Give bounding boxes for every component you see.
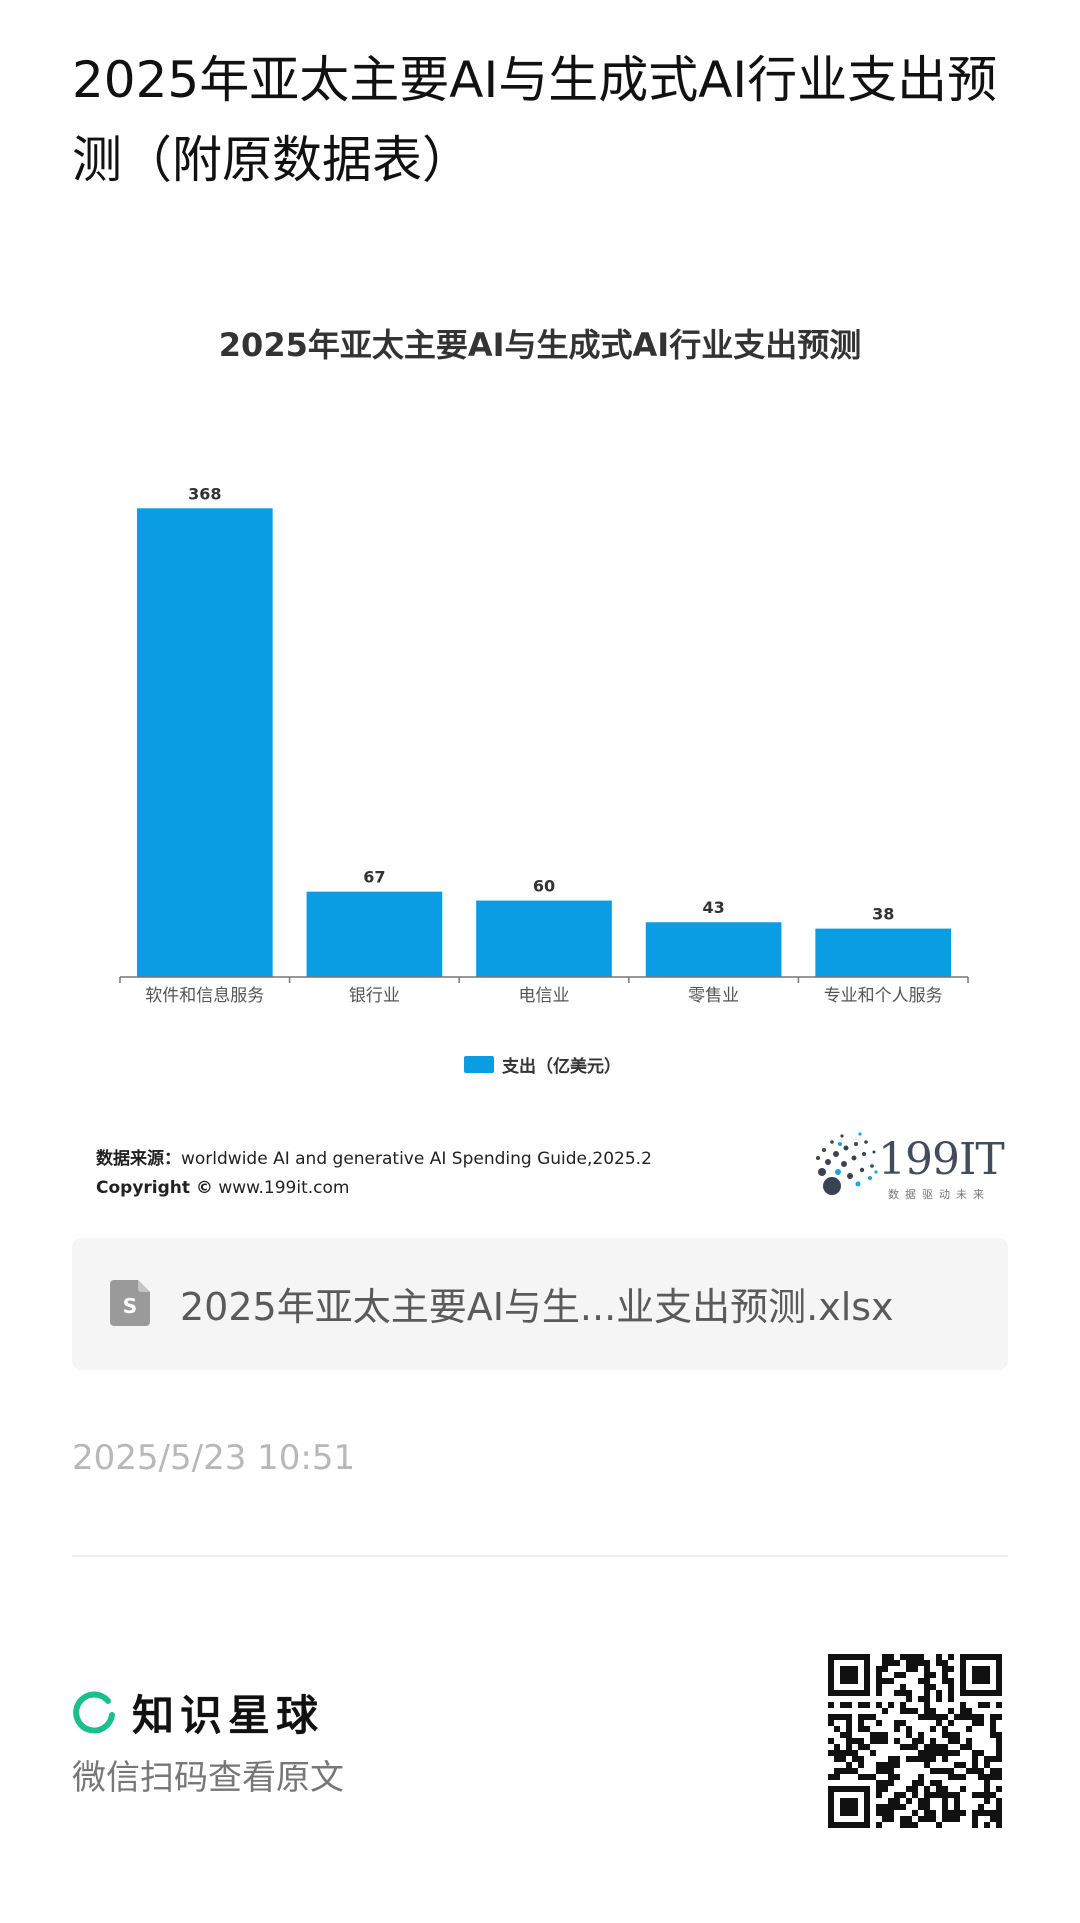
x-tick-label-1: 银行业 <box>349 986 400 1006</box>
copyright-label: Copyright © <box>96 1178 213 1198</box>
svg-text:S: S <box>123 1294 137 1318</box>
brand-name: 199IT <box>878 1134 1005 1185</box>
x-tick-label-3: 零售业 <box>688 986 739 1006</box>
data-label-0: 368 <box>188 484 221 503</box>
data-label-4: 38 <box>872 905 894 924</box>
x-tick-label-2: 电信业 <box>519 986 570 1006</box>
bar-1 <box>306 891 443 977</box>
legend-label: 支出（亿美元） <box>502 1057 621 1077</box>
bar-4 <box>815 928 952 977</box>
x-tick-label-0: 软件和信息服务 <box>145 986 264 1006</box>
zsxq-ring-icon <box>73 1691 115 1733</box>
attachment-file-name[interactable]: 2025年亚太主要AI与生...业支出预测.xlsx <box>180 1285 894 1329</box>
zsxq-logo: 知识星球 <box>72 1682 324 1743</box>
brand-logo: 199IT 数据驱动未来 <box>810 1128 1010 1208</box>
bar-0 <box>136 508 273 977</box>
bar-2 <box>476 900 612 977</box>
qr-code[interactable] <box>828 1654 1002 1828</box>
source-text: worldwide AI and generative AI Spending … <box>181 1149 652 1169</box>
source-label: 数据来源： <box>96 1149 181 1169</box>
post-title: 2025年亚太主要AI与生成式AI行业支出预测（附原数据表） <box>72 51 998 189</box>
bar-3 <box>645 922 782 977</box>
divider <box>72 1555 1008 1557</box>
data-label-1: 67 <box>363 868 385 887</box>
app-name: 知识星球 <box>132 1691 325 1740</box>
chart-title: 2025年亚太主要AI与生成式AI行业支出预测 <box>218 326 862 364</box>
data-label-3: 43 <box>702 898 724 917</box>
bar-chart: 368 软件和信息服务 67 银行业 60 电信业 43 零售业 38 专业和个人服务 <box>119 484 969 1006</box>
chart-image: 2025年亚太主要AI与生成式AI行业支出预测 368 软件和信息服务 67 银行业 6… <box>72 290 1008 1210</box>
chart-legend: 支出（亿美元） <box>464 1052 621 1077</box>
copyright-text: www.199it.com <box>212 1178 350 1198</box>
attachment-card[interactable]: S 2025年亚太主要AI与生...业支出预测.xlsx <box>72 1238 1008 1370</box>
legend-swatch <box>464 1056 494 1073</box>
brand-dots-icon <box>816 1132 878 1195</box>
spreadsheet-file-icon: S <box>110 1280 150 1326</box>
x-tick-label-4: 专业和个人服务 <box>824 986 943 1006</box>
brand-slogan: 数据驱动未来 <box>888 1188 990 1201</box>
scan-hint: 微信扫码查看原文 <box>72 1758 344 1798</box>
data-label-2: 60 <box>533 877 555 896</box>
post-timestamp: 2025/5/23 10:51 <box>72 1438 356 1478</box>
data-source: 数据来源：worldwide AI and generative AI Spen… <box>96 1145 652 1203</box>
